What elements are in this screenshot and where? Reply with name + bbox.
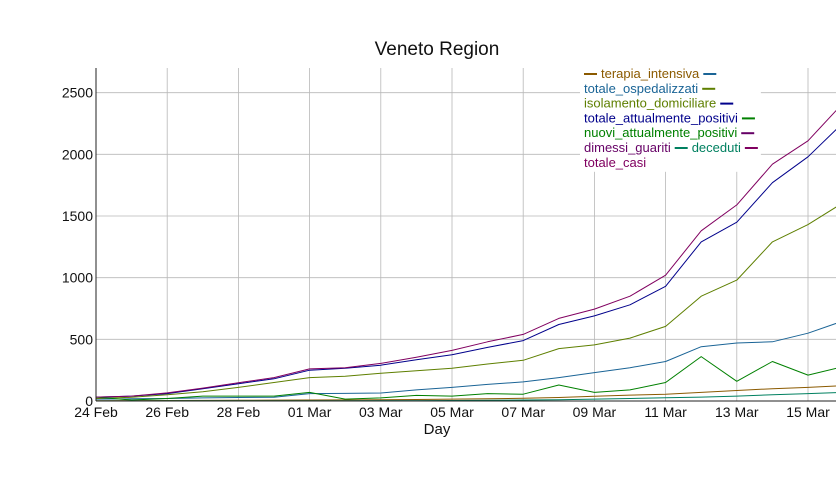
x-tick-label: 13 Mar	[715, 404, 759, 420]
legend-label: nuovi_attualmente_positivi	[584, 125, 737, 140]
legend-background	[580, 66, 761, 172]
legend-label: totale_attualmente_positivi	[584, 110, 738, 125]
legend: terapia_intensivatotale_ospedalizzatiiso…	[580, 66, 761, 172]
y-tick-label: 1000	[62, 270, 93, 286]
legend-label: totale_casi	[584, 155, 646, 170]
series-line-deceduti	[96, 392, 836, 401]
gridlines	[95, 68, 836, 402]
y-tick-label: 2000	[62, 146, 93, 162]
x-tick-label: 28 Feb	[217, 404, 261, 420]
x-tick-label: 26 Feb	[145, 404, 189, 420]
x-tick-label: 24 Feb	[74, 404, 118, 420]
x-tick-label: 07 Mar	[501, 404, 545, 420]
legend-label: terapia_intensiva	[601, 66, 700, 81]
series-lines	[96, 109, 836, 401]
x-axis-label: Day	[424, 421, 451, 438]
series-line-isolamento_domiciliare	[96, 206, 836, 399]
y-tick-label: 2500	[62, 85, 93, 101]
y-tick-label: 500	[70, 331, 94, 347]
x-tick-label: 03 Mar	[359, 404, 403, 420]
axes: 0 500 1000 1500 2000 2500 24 Feb 26 Feb 28 Feb 01…	[62, 68, 836, 420]
legend-label: isolamento_domiciliare	[584, 96, 716, 111]
x-tick-label: 09 Mar	[573, 404, 617, 420]
legend-label: totale_ospedalizzati	[584, 81, 698, 96]
series-line-totale_attualmente_positivi	[96, 128, 836, 398]
x-tick-label: 01 Mar	[288, 404, 332, 420]
series-line-totale_ospedalizzati	[96, 322, 836, 400]
y-tick-label: 1500	[62, 208, 93, 224]
legend-label: dimessi_guariti	[584, 140, 671, 155]
x-tick-label: 05 Mar	[430, 404, 474, 420]
x-tick-label: 15 Mar	[786, 404, 830, 420]
x-tick-label: 11 Mar	[644, 404, 687, 420]
chart-title: Veneto Region	[375, 39, 500, 60]
y-tick-label: 0	[85, 393, 93, 409]
legend-label: deceduti	[692, 140, 741, 155]
series-line-totale_casi	[96, 109, 836, 398]
series-line-nuovi_attualmente_positivi	[96, 356, 836, 401]
